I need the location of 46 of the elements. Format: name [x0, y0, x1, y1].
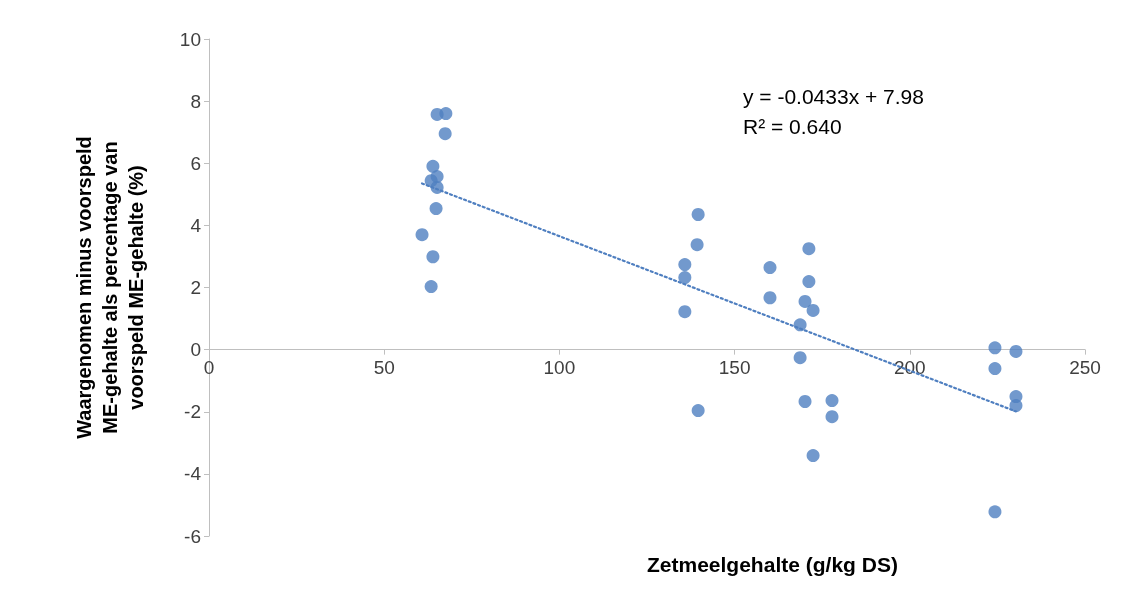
annotation: y = -0.0433x + 7.98 R² = 0.640 — [743, 84, 924, 138]
point — [825, 410, 839, 424]
point — [691, 208, 705, 221]
y-axis-title: Waargenomen minus voorspeld ME-gehalte als percentage van voorspeld ME-gehalte (%) — [73, 136, 147, 439]
point — [793, 351, 807, 365]
y-tick-label: -6 — [184, 525, 201, 547]
y-tick-label: 6 — [190, 152, 201, 174]
point — [802, 242, 816, 256]
point — [429, 202, 443, 216]
x-tick-label: 50 — [373, 356, 395, 378]
point — [1009, 344, 1023, 358]
y-tick-label: 4 — [190, 214, 202, 236]
y-tick-label: 0 — [190, 339, 201, 361]
point — [763, 291, 777, 305]
point — [415, 228, 429, 242]
x-axis-title: Zetmeelgehalte (g/kg DS) — [647, 553, 898, 576]
point — [802, 275, 816, 289]
point — [1009, 399, 1023, 413]
y-tick-label: -2 — [184, 401, 201, 423]
point — [678, 258, 692, 272]
y-tick-label: 2 — [190, 277, 201, 298]
x-tick-label: 250 — [1069, 356, 1101, 378]
point — [825, 394, 839, 408]
point — [806, 449, 820, 463]
y-tick-label: -4 — [184, 463, 202, 485]
point — [988, 505, 1002, 519]
y-tick-label: 10 — [179, 28, 201, 50]
point — [988, 341, 1002, 355]
point — [430, 170, 444, 184]
point — [763, 261, 777, 275]
point — [798, 395, 812, 408]
x-tick-label: 100 — [543, 356, 576, 378]
point — [426, 250, 440, 264]
x-tick-label: 150 — [718, 356, 751, 378]
point — [678, 305, 692, 319]
point — [426, 159, 440, 173]
point — [690, 238, 704, 252]
point — [806, 303, 820, 317]
point — [678, 271, 692, 285]
y-tick-label: 8 — [190, 90, 201, 112]
point — [691, 404, 705, 417]
point — [424, 280, 438, 294]
point — [798, 294, 812, 308]
point — [438, 127, 452, 141]
point — [988, 362, 1002, 376]
point — [430, 107, 444, 121]
